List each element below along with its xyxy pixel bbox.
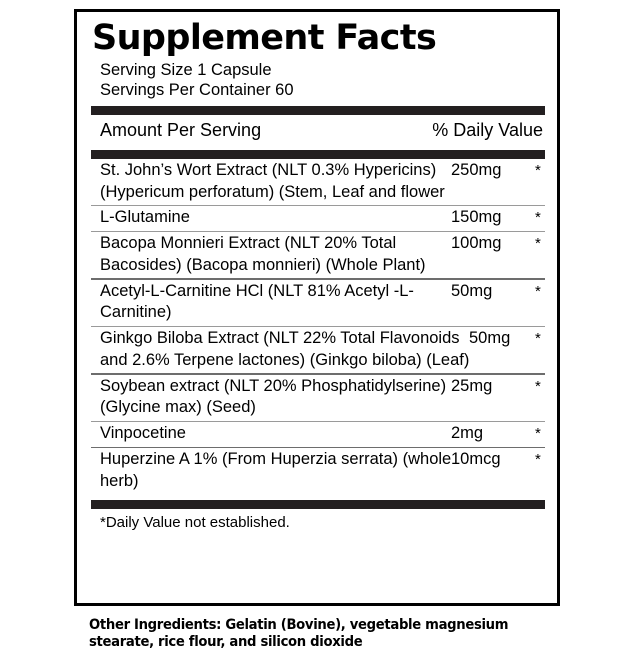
ingredient-daily-value: *	[535, 425, 541, 443]
ingredient-amount: 10mcg	[451, 450, 501, 469]
table-row: L-Glutamine 150mg *	[91, 206, 545, 231]
ingredient-amount: 25mg	[451, 376, 493, 395]
supplement-facts-panel: Supplement Facts Serving Size 1 Capsule …	[74, 9, 560, 606]
table-row: Ginkgo Biloba Extract (NLT 22% Total Fla…	[91, 327, 545, 373]
row-divider	[91, 373, 545, 375]
rule-thick-top	[91, 106, 545, 115]
row-divider	[91, 278, 545, 280]
servings-per-container: Servings Per Container 60	[100, 81, 294, 99]
daily-value-footnote: *Daily Value not established.	[100, 514, 290, 532]
header-amount-per-serving: Amount Per Serving	[100, 120, 262, 140]
panel-inner: Supplement Facts Serving Size 1 Capsule …	[77, 18, 557, 609]
serving-size: Serving Size 1 Capsule	[100, 61, 272, 79]
ingredient-name: St. John’s Wort Extract (NLT 0.3% Hyperi…	[100, 161, 445, 201]
table-row: Huperzine A 1% (From Huperzia serrata) (…	[91, 448, 545, 494]
table-header-row: Amount Per Serving % Daily Value	[91, 115, 545, 145]
ingredient-name: Ginkgo Biloba Extract (NLT 22% Total Fla…	[100, 329, 470, 369]
table-row: Vinpocetine 2mg *	[91, 422, 545, 447]
ingredient-daily-value: *	[535, 330, 541, 348]
row-divider	[91, 325, 545, 328]
ingredient-name: L-Glutamine	[100, 208, 190, 227]
ingredient-table: St. John’s Wort Extract (NLT 0.3% Hyperi…	[91, 159, 545, 494]
other-ingredients-text: Other Ingredients: Gelatin (Bovine), veg…	[89, 617, 513, 650]
ingredient-amount: 2mg	[451, 424, 484, 443]
ingredient-daily-value: *	[535, 162, 541, 179]
ingredient-daily-value: *	[535, 209, 541, 227]
table-row: Acetyl-L-Carnitine HCl (NLT 81% Acetyl -…	[91, 280, 545, 326]
row-divider	[91, 205, 545, 207]
ingredient-daily-value: *	[535, 282, 541, 300]
ingredient-name: Huperzine A 1% (From Huperzia serrata) (…	[100, 450, 452, 490]
page-title: Supplement Facts	[92, 18, 437, 58]
ingredient-name: Vinpocetine	[100, 424, 186, 443]
ingredient-name: Soybean extract (NLT 20% Phosphatidylser…	[100, 376, 447, 417]
header-daily-value: % Daily Value	[432, 120, 543, 140]
row-divider	[91, 230, 545, 233]
ingredient-daily-value: *	[535, 235, 541, 253]
table-row: Soybean extract (NLT 20% Phosphatidylser…	[91, 375, 545, 421]
ingredient-daily-value: *	[535, 377, 541, 395]
ingredient-amount: 100mg	[451, 234, 502, 253]
ingredient-amount: 50mg	[451, 281, 493, 300]
ingredient-amount: 150mg	[451, 208, 502, 227]
ingredient-daily-value: *	[535, 451, 541, 469]
table-row: Bacopa Monnieri Extract (NLT 20% Total B…	[91, 232, 545, 278]
ingredient-amount: 250mg	[451, 161, 502, 179]
serving-info: Serving Size 1 Capsule Servings Per Cont…	[91, 60, 545, 100]
row-divider	[91, 420, 545, 423]
ingredient-name: Bacopa Monnieri Extract (NLT 20% Total B…	[100, 234, 426, 274]
table-row: St. John’s Wort Extract (NLT 0.3% Hyperi…	[91, 159, 545, 205]
ingredient-name: Acetyl-L-Carnitine HCl (NLT 81% Acetyl -…	[100, 281, 414, 322]
row-divider	[91, 446, 545, 449]
ingredient-amount: 50mg	[469, 329, 511, 348]
rule-thick-header	[91, 150, 545, 159]
rule-thick-bottom	[91, 500, 545, 510]
